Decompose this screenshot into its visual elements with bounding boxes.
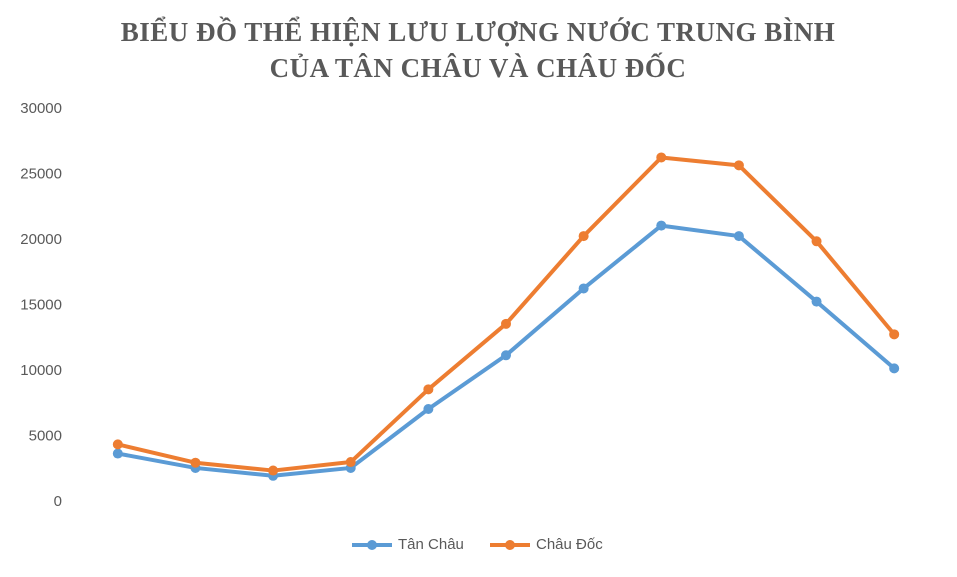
data-point: [733, 160, 744, 171]
data-point: [656, 152, 667, 163]
legend-marker: [367, 540, 377, 550]
data-point: [112, 439, 123, 450]
y-tick-label: 5000: [29, 427, 62, 444]
series-line: [117, 155, 896, 473]
data-point: [112, 448, 123, 459]
data-point: [733, 231, 744, 242]
data-point: [811, 236, 822, 247]
data-point: [656, 220, 667, 231]
data-point: [889, 329, 900, 340]
y-tick-label: 25000: [20, 165, 62, 182]
legend-label: Tân Châu: [398, 536, 464, 553]
y-tick-label: 0: [54, 493, 62, 510]
data-point: [501, 318, 511, 329]
y-tick-label: 10000: [20, 362, 62, 379]
legend: Tân Châu Châu Đốc: [352, 536, 603, 553]
y-tick-label: 30000: [20, 100, 62, 117]
data-point: [190, 457, 201, 468]
data-point: [889, 363, 900, 374]
data-point: [345, 457, 356, 468]
chart-title: BIỂU ĐỒ THỂ HIỆN LƯU LƯỢNG NƯỚC TRUNG BÌ…: [121, 16, 836, 47]
data-point: [578, 231, 589, 242]
data-point: [268, 465, 279, 476]
data-point: [578, 283, 589, 294]
data-point: [423, 384, 434, 395]
data-point: [423, 403, 434, 414]
y-tick-label: 15000: [20, 296, 62, 313]
legend-marker: [505, 540, 515, 550]
y-tick-label: 20000: [20, 231, 62, 248]
legend-label: Châu Đốc: [536, 536, 603, 553]
data-point: [501, 350, 511, 361]
data-point: [811, 296, 822, 307]
chart-title: CỦA TÂN CHÂU VÀ CHÂU ĐỐC: [270, 52, 687, 83]
